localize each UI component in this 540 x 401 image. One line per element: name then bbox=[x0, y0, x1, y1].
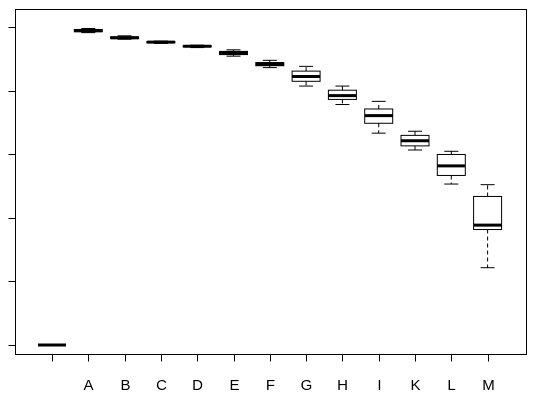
box-F bbox=[255, 59, 285, 69]
box-A bbox=[73, 27, 103, 34]
x-tick-label: M bbox=[482, 377, 495, 394]
box-I bbox=[364, 100, 394, 134]
boxes-group bbox=[38, 27, 503, 347]
box-E bbox=[219, 49, 248, 57]
x-tick-label: B bbox=[120, 377, 130, 394]
x-tick-label: A bbox=[83, 377, 93, 394]
box-B bbox=[110, 35, 140, 40]
y-axis bbox=[8, 27, 16, 346]
box-G bbox=[291, 65, 321, 87]
x-tick-label: E bbox=[229, 377, 239, 394]
x-tick-label: L bbox=[447, 377, 455, 394]
x-tick-label: D bbox=[192, 377, 203, 394]
box-L bbox=[436, 150, 466, 185]
x-tick-label: G bbox=[301, 377, 313, 394]
box-M bbox=[473, 184, 503, 269]
x-tick-label: H bbox=[337, 377, 348, 394]
box-K bbox=[400, 130, 430, 151]
box-C bbox=[146, 40, 176, 44]
x-tick-label: F bbox=[266, 377, 275, 394]
x-tick-label: I bbox=[377, 377, 381, 394]
box-D bbox=[182, 44, 212, 49]
x-tick-label: C bbox=[156, 377, 167, 394]
x-tick-label: K bbox=[410, 377, 420, 394]
box-H bbox=[327, 85, 357, 106]
plot-frame bbox=[15, 9, 527, 355]
